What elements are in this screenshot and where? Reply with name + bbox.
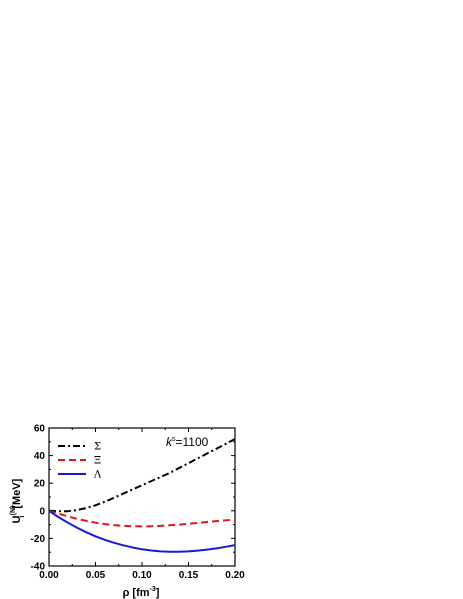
y-tick-label: 0 <box>39 506 45 517</box>
annotation-sup: s <box>172 436 176 443</box>
y-axis-label-end: [MeV] <box>11 478 23 511</box>
x-tick-label: 0.05 <box>86 570 106 581</box>
y-axis-label-main: U <box>11 515 23 523</box>
y-tick-label: 60 <box>34 424 46 435</box>
y-tick-label: 20 <box>34 479 46 490</box>
x-tick-label: 0.00 <box>39 570 59 581</box>
y-axis-label-sup: (N) <box>10 506 17 516</box>
legend: ΣΞΛ <box>58 442 102 481</box>
x-tick-label: 0.15 <box>179 570 199 581</box>
y-tick-label: 40 <box>34 451 46 462</box>
series-line-0 <box>48 438 236 513</box>
annotation-k: k <box>166 435 173 449</box>
series-line-2 <box>48 509 236 553</box>
x-axis-label: ρ [fm-3] <box>123 586 160 599</box>
annotation-value: =1100 <box>176 435 209 449</box>
x-tick-label: 0.20 <box>225 570 245 581</box>
x-tick-label: 0.10 <box>132 570 152 581</box>
legend-label-1: Ξ <box>94 456 101 467</box>
y-tick-label: -20 <box>31 534 46 545</box>
x-axis-label-end: ] <box>156 587 160 599</box>
series-line-1 <box>48 509 236 528</box>
y-axis-label: U(N)i [MeV] <box>10 478 26 523</box>
y-tick-label: -40 <box>31 562 46 573</box>
legend-label-0: Σ <box>94 442 101 453</box>
x-axis-label-sup: -3 <box>150 586 156 593</box>
annotation-k-s: ks=1100 <box>166 435 209 449</box>
x-axis-label-main: ρ [fm <box>123 587 150 599</box>
legend-label-2: Λ <box>93 470 102 481</box>
y-axis-label-sub: i <box>19 516 26 518</box>
